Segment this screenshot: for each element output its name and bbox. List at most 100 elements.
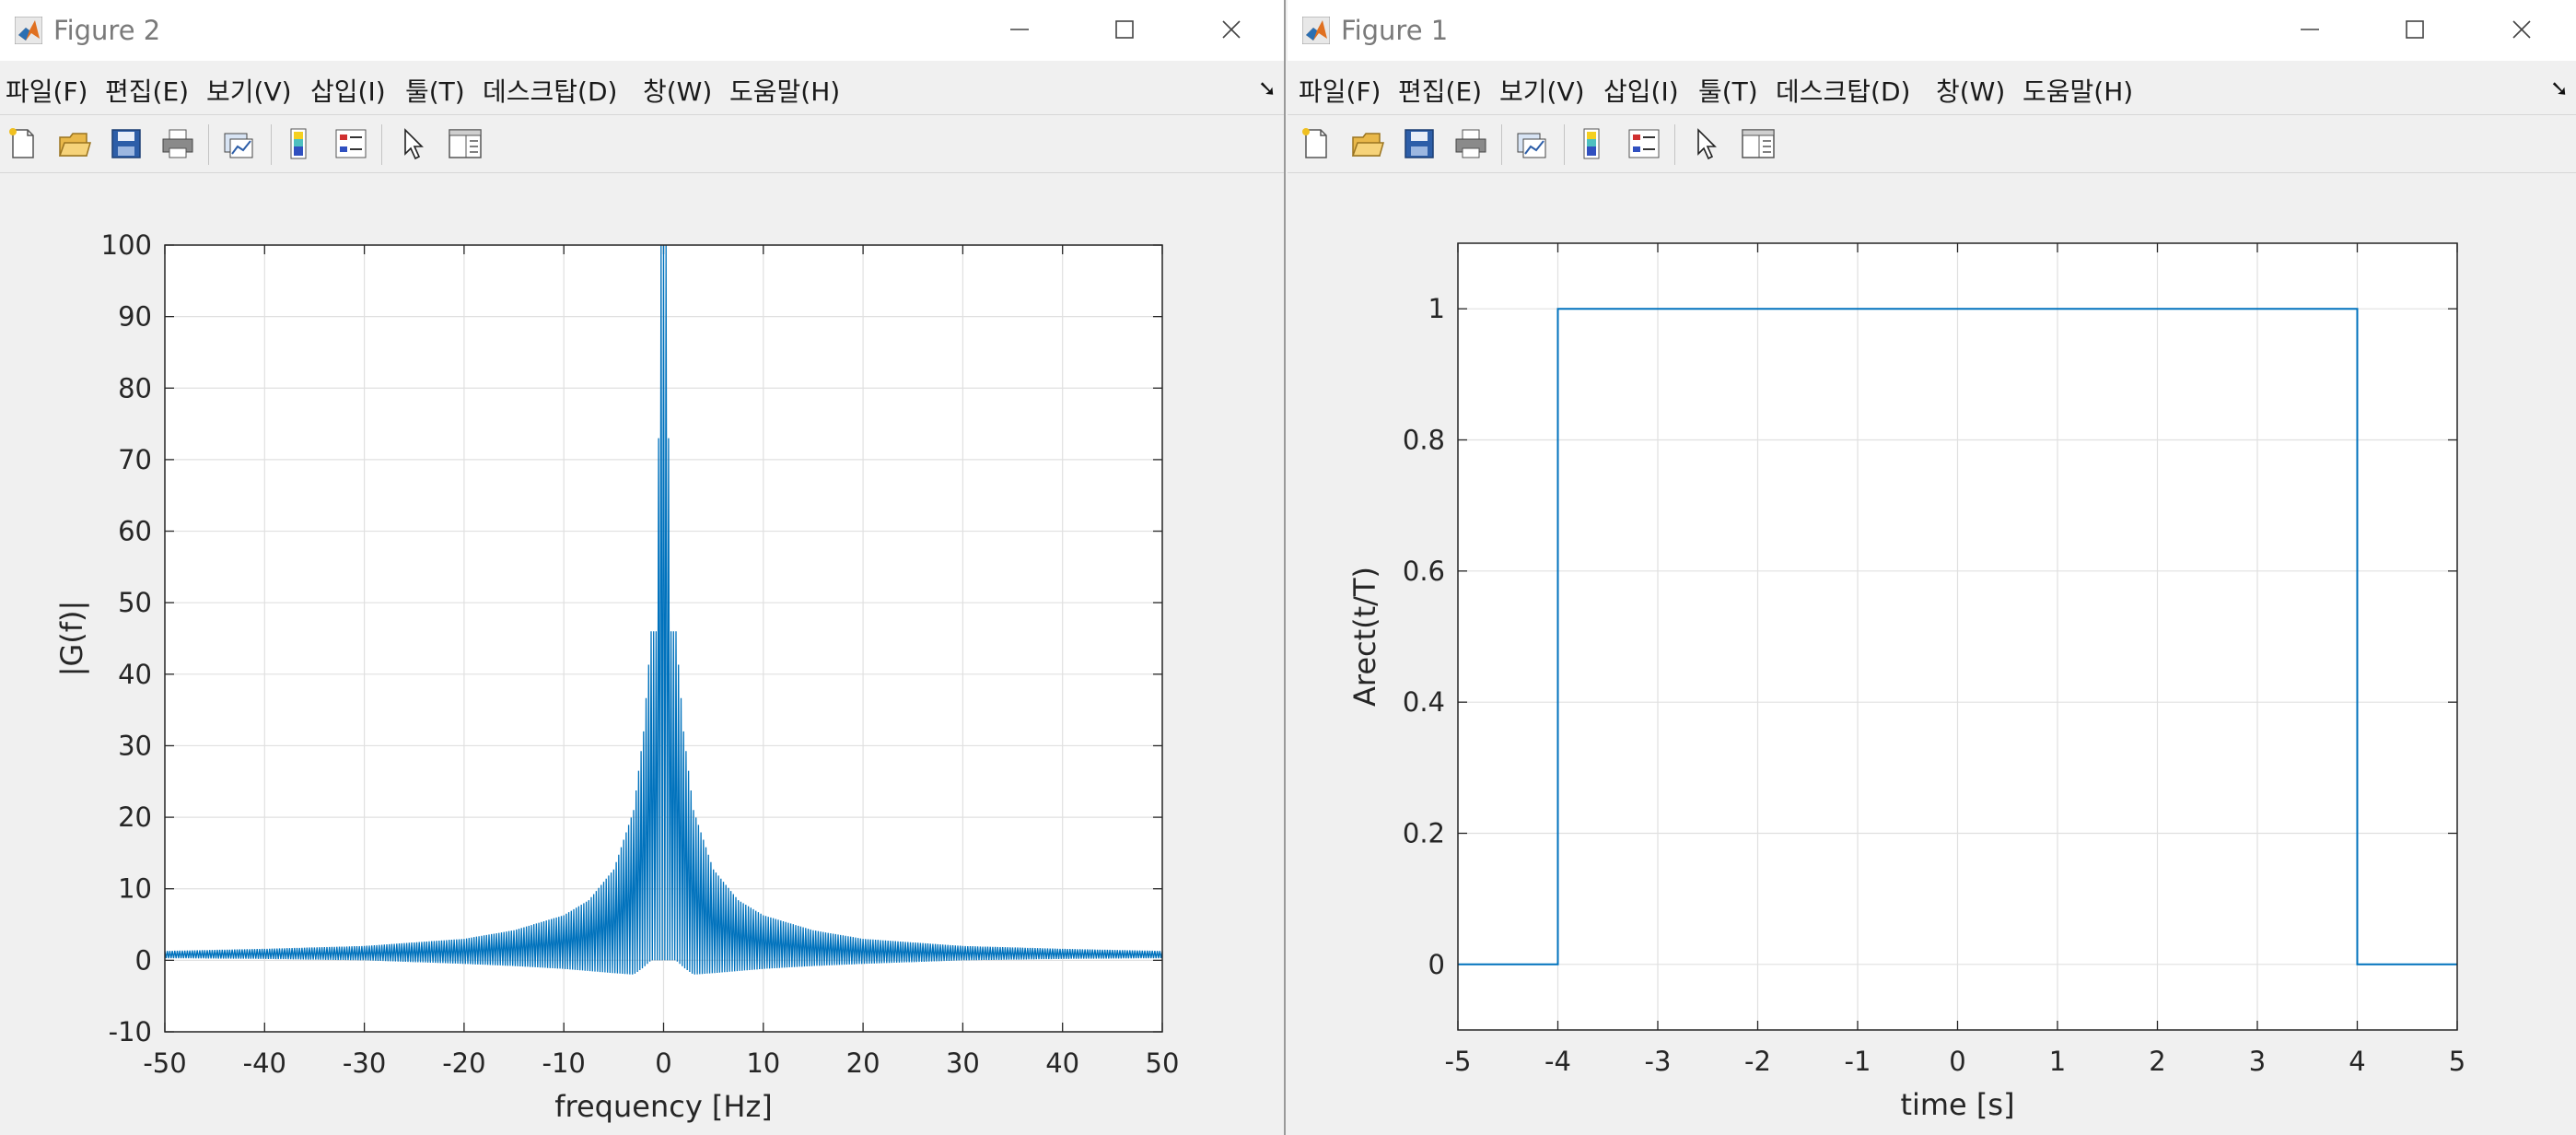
y-tick-label: 30 xyxy=(118,730,152,761)
y-tick-label: 0.8 xyxy=(1403,425,1445,456)
property-inspector-icon[interactable] xyxy=(446,124,484,163)
y-tick-label: -10 xyxy=(109,1016,152,1047)
toolbar-separator xyxy=(271,124,272,165)
menu-window[interactable]: 창(W) xyxy=(1936,76,2006,107)
y-tick-label: 60 xyxy=(118,516,152,547)
menu-tools[interactable]: 툴(T) xyxy=(405,76,465,107)
minimize-button[interactable] xyxy=(995,9,1044,50)
toolbar-separator xyxy=(381,124,382,165)
matlab-logo-icon xyxy=(15,17,42,44)
y-axis-label: Arect(t/T) xyxy=(1347,567,1382,707)
x-tick-label: 10 xyxy=(746,1047,780,1079)
link-plot-icon[interactable] xyxy=(219,124,258,163)
edit-plot-icon[interactable] xyxy=(1687,124,1726,163)
save-icon[interactable] xyxy=(1400,124,1439,163)
y-tick-label: 0 xyxy=(135,944,152,976)
rect-pulse-series-line xyxy=(1458,308,2457,965)
axes-frame xyxy=(1457,242,2458,1031)
y-tick-label: 0 xyxy=(1428,949,1445,980)
window-title: Figure 1 xyxy=(1341,15,1449,46)
menu-insert[interactable]: 삽입(I) xyxy=(310,76,386,107)
edit-plot-icon[interactable] xyxy=(394,124,433,163)
x-tick-label: 50 xyxy=(1146,1047,1180,1079)
x-tick-label: 5 xyxy=(2449,1046,2465,1077)
y-tick-label: 40 xyxy=(118,659,152,690)
x-tick-label: 3 xyxy=(2249,1046,2266,1077)
y-tick-label: 50 xyxy=(118,587,152,618)
y-tick-label: 0.2 xyxy=(1403,818,1445,849)
menu-tools[interactable]: 툴(T) xyxy=(1698,76,1758,107)
x-tick-label: 0 xyxy=(655,1047,671,1079)
x-tick-label: -5 xyxy=(1445,1046,1472,1077)
x-tick-label: 30 xyxy=(946,1047,980,1079)
menu-desktop[interactable]: 데스크탑(D) xyxy=(1776,76,1911,107)
close-button[interactable] xyxy=(1206,9,1256,50)
toolbar xyxy=(0,114,1284,173)
axes-frame xyxy=(164,244,1163,1033)
x-axis-label: frequency [Hz] xyxy=(554,1089,773,1124)
menu-desktop[interactable]: 데스크탑(D) xyxy=(483,76,618,107)
open-file-icon[interactable] xyxy=(1348,124,1387,163)
insert-legend-icon[interactable] xyxy=(332,124,370,163)
open-file-icon[interactable] xyxy=(55,124,94,163)
menu-help[interactable]: 도움말(H) xyxy=(729,76,841,107)
menu-edit[interactable]: 편집(E) xyxy=(105,76,190,107)
print-icon[interactable] xyxy=(1451,124,1490,163)
menu-edit[interactable]: 편집(E) xyxy=(1398,76,1483,107)
menu-file[interactable]: 파일(F) xyxy=(6,76,88,107)
window-title: Figure 2 xyxy=(53,15,161,46)
title-bar[interactable]: Figure 2 xyxy=(0,0,1284,61)
menu-window[interactable]: 창(W) xyxy=(643,76,713,107)
property-inspector-icon[interactable] xyxy=(1739,124,1778,163)
x-tick-label: -2 xyxy=(1744,1046,1771,1077)
print-icon[interactable] xyxy=(158,124,197,163)
close-icon xyxy=(2512,20,2531,39)
maximize-icon xyxy=(1115,20,1134,39)
spectrum-chart[interactable]: -50 -40 -30 -20 -10 0 10 20 30 40 50 -10 0 10 20 30 40 50… xyxy=(0,173,1284,1135)
menu-insert[interactable]: 삽입(I) xyxy=(1603,76,1679,107)
new-figure-icon[interactable] xyxy=(1297,124,1335,163)
y-tick-label: 80 xyxy=(118,372,152,404)
menu-help[interactable]: 도움말(H) xyxy=(2022,76,2134,107)
x-tick-label: 40 xyxy=(1045,1047,1079,1079)
y-tick-label: 0.4 xyxy=(1403,686,1445,718)
y-tick-label: 1 xyxy=(1428,293,1445,324)
x-tick-label: -20 xyxy=(442,1047,485,1079)
y-tick-label: 10 xyxy=(118,873,152,905)
toolbar-separator xyxy=(1564,124,1565,165)
minimize-icon xyxy=(2301,29,2319,30)
x-tick-label: -30 xyxy=(343,1047,386,1079)
save-icon[interactable] xyxy=(107,124,146,163)
insert-colorbar-icon[interactable] xyxy=(280,124,319,163)
x-tick-label: 1 xyxy=(2049,1046,2066,1077)
x-tick-label: -3 xyxy=(1645,1046,1672,1077)
x-tick-label: 2 xyxy=(2149,1046,2165,1077)
matlab-logo-icon xyxy=(1302,17,1330,44)
link-plot-icon[interactable] xyxy=(1512,124,1551,163)
menu-bar: 파일(F) 편집(E) 보기(V) 삽입(I) 툴(T) 데스크탑(D) 창(W… xyxy=(0,61,1284,114)
insert-legend-icon[interactable] xyxy=(1625,124,1663,163)
x-tick-label: -1 xyxy=(1845,1046,1871,1077)
menu-bar: 파일(F) 편집(E) 보기(V) 삽입(I) 툴(T) 데스크탑(D) 창(W… xyxy=(1288,61,2576,114)
dock-arrow-icon[interactable]: ➘ xyxy=(1257,76,1276,101)
x-tick-label: 20 xyxy=(846,1047,880,1079)
dock-arrow-icon[interactable]: ➘ xyxy=(2549,76,2569,101)
figure-canvas[interactable]: -50 -40 -30 -20 -10 0 10 20 30 40 50 -10 0 10 20 30 40 50… xyxy=(0,173,1284,1135)
new-figure-icon[interactable] xyxy=(4,124,42,163)
toolbar-separator xyxy=(1674,124,1675,165)
close-button[interactable] xyxy=(2497,9,2547,50)
maximize-button[interactable] xyxy=(2390,9,2440,50)
x-axis-label: time [s] xyxy=(1900,1087,2014,1122)
minimize-button[interactable] xyxy=(2285,9,2335,50)
y-tick-label: 90 xyxy=(118,301,152,333)
x-tick-label: -50 xyxy=(143,1047,186,1079)
rect-pulse-chart[interactable]: -5 -4 -3 -2 -1 0 1 2 3 4 5 0 0.2 0.4 0.6 0.8 1 time [s] Ar… xyxy=(1288,173,2576,1135)
maximize-button[interactable] xyxy=(1100,9,1149,50)
y-axis-label: |G(f)| xyxy=(54,601,89,677)
menu-view[interactable]: 보기(V) xyxy=(206,76,292,107)
title-bar[interactable]: Figure 1 xyxy=(1288,0,2576,61)
menu-file[interactable]: 파일(F) xyxy=(1299,76,1381,107)
figure-canvas[interactable]: -5 -4 -3 -2 -1 0 1 2 3 4 5 0 0.2 0.4 0.6 0.8 1 time [s] Ar… xyxy=(1288,173,2576,1135)
menu-view[interactable]: 보기(V) xyxy=(1499,76,1585,107)
insert-colorbar-icon[interactable] xyxy=(1573,124,1612,163)
